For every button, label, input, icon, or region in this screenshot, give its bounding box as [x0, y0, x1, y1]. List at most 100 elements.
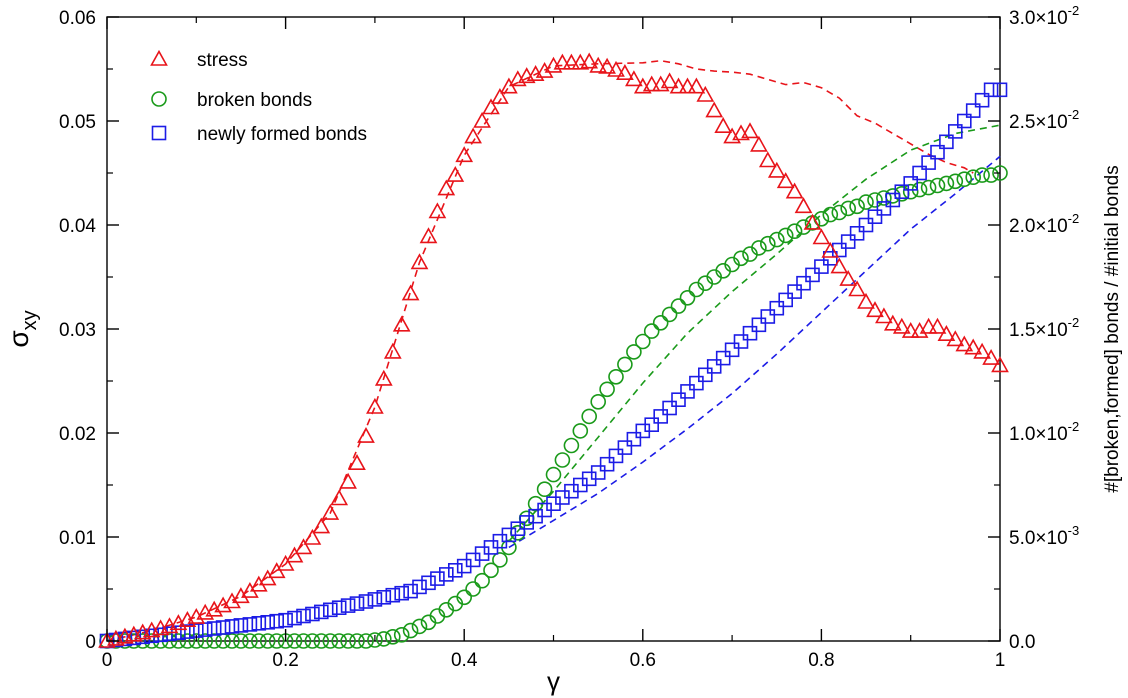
data-point-square — [903, 176, 919, 191]
y-right-axis-label: #[broken,formed] bonds / #initial bonds — [1102, 165, 1123, 492]
data-point-triangle — [383, 342, 402, 359]
data-point-triangle — [491, 87, 509, 104]
y-right-tick-mantissa: 0.0 — [1009, 632, 1035, 653]
data-point-circle — [831, 204, 848, 221]
data-point-circle — [259, 633, 276, 649]
data-point-triangle — [294, 538, 313, 555]
data-point-circle — [295, 633, 312, 649]
data-point-circle — [974, 167, 990, 183]
data-point-circle — [652, 314, 669, 331]
data-point-square — [724, 342, 740, 358]
data-point-square — [367, 592, 383, 607]
data-point-circle — [733, 250, 749, 267]
data-point-circle — [375, 631, 392, 647]
data-point-triangle — [607, 60, 625, 77]
data-point-circle — [849, 198, 865, 215]
data-point-circle — [393, 626, 410, 643]
data-point-circle — [590, 393, 607, 410]
y-left-tick-label: 0.04 — [59, 216, 96, 237]
data-point-circle — [929, 177, 946, 194]
data-point-triangle — [705, 101, 724, 118]
data-point-circle — [858, 194, 874, 210]
data-point-square — [814, 259, 829, 274]
data-point-circle — [992, 165, 1008, 181]
data-point-triangle — [330, 489, 349, 506]
data-point-circle — [536, 481, 553, 498]
legend-label: newly formed bonds — [197, 124, 367, 145]
legend-marker-square — [151, 125, 167, 141]
y-right-tick-mantissa: 2.0×10 — [1009, 216, 1068, 237]
data-point-circle — [822, 206, 839, 223]
data-point-circle — [179, 633, 196, 649]
data-point-triangle — [741, 122, 759, 139]
data-point-triangle — [562, 53, 581, 70]
series-square — [99, 82, 1008, 649]
axes: 0 0.2 0.4 0.6 0.8 1 γ 0 0.01 0.02 0.03 0.04 0.05 0.06… — [3, 3, 1123, 696]
data-point-triangle — [348, 454, 366, 471]
data-point-circle — [331, 633, 348, 649]
data-point-square — [626, 431, 642, 447]
data-point-circle — [384, 628, 401, 645]
data-point-circle — [483, 562, 499, 579]
data-point-circle — [599, 381, 615, 398]
data-point-square — [608, 448, 624, 464]
data-point-square — [421, 575, 436, 591]
data-point-circle — [759, 235, 776, 252]
data-point-square — [206, 621, 222, 636]
data-point-circle — [626, 344, 642, 360]
data-point-square — [349, 596, 365, 611]
y-left-label-main: σ — [3, 330, 34, 347]
data-point-circle — [545, 466, 562, 483]
data-point-square — [340, 598, 356, 613]
data-point-triangle — [419, 227, 438, 244]
data-point-triangle — [696, 85, 715, 102]
data-point-square — [662, 400, 677, 416]
dashed-line — [508, 155, 1001, 549]
data-point-triangle — [892, 317, 911, 334]
data-point-triangle — [758, 151, 777, 168]
data-point-triangle — [535, 61, 554, 78]
data-point-triangle — [580, 52, 599, 69]
data-point-circle — [492, 552, 508, 568]
y-right-tick-mantissa: 3.0×10 — [1009, 8, 1068, 29]
y-right-tick-mantissa: 1.0×10 — [1009, 424, 1068, 445]
data-point-circle — [670, 298, 687, 314]
data-point-square — [876, 201, 892, 216]
data-point-square — [376, 589, 392, 605]
data-point-circle — [617, 356, 633, 373]
data-point-square — [438, 567, 454, 582]
data-point-circle — [313, 633, 330, 649]
data-point-square — [251, 615, 267, 631]
data-point-square — [858, 217, 874, 233]
data-point-square — [197, 622, 213, 637]
data-point-circle — [474, 572, 490, 589]
data-point-circle — [643, 323, 660, 339]
data-point-circle — [965, 169, 982, 185]
data-point-triangle — [285, 546, 304, 563]
data-point-triangle — [392, 315, 411, 332]
data-point-square — [117, 631, 133, 647]
data-point-circle — [938, 175, 955, 192]
data-point-triangle — [473, 111, 491, 128]
data-point-circle — [188, 633, 205, 649]
data-point-circle — [367, 632, 383, 648]
data-point-circle — [902, 183, 919, 200]
x-tick-label: 0.4 — [451, 650, 478, 671]
legend-label: broken bonds — [197, 90, 312, 111]
data-point-square — [697, 367, 713, 383]
y-left-tick-label: 0.03 — [59, 320, 96, 341]
y-right-tick-label: 2.0×10-2 — [1009, 211, 1079, 237]
y-left-tick-label: 0.02 — [59, 424, 96, 445]
dashed-lines — [106, 59, 1001, 642]
data-point-square — [260, 614, 276, 630]
x-tick-label: 0.8 — [808, 650, 834, 671]
data-point-square — [322, 602, 338, 618]
data-point-triangle — [991, 356, 1009, 373]
data-point-triangle — [553, 53, 572, 70]
data-point-triangle — [446, 165, 465, 182]
y-right-tick-exponent: -2 — [1068, 419, 1080, 434]
data-point-circle — [358, 633, 374, 649]
data-point-circle — [679, 289, 696, 306]
data-point-square — [680, 384, 695, 399]
data-point-triangle — [428, 202, 447, 219]
